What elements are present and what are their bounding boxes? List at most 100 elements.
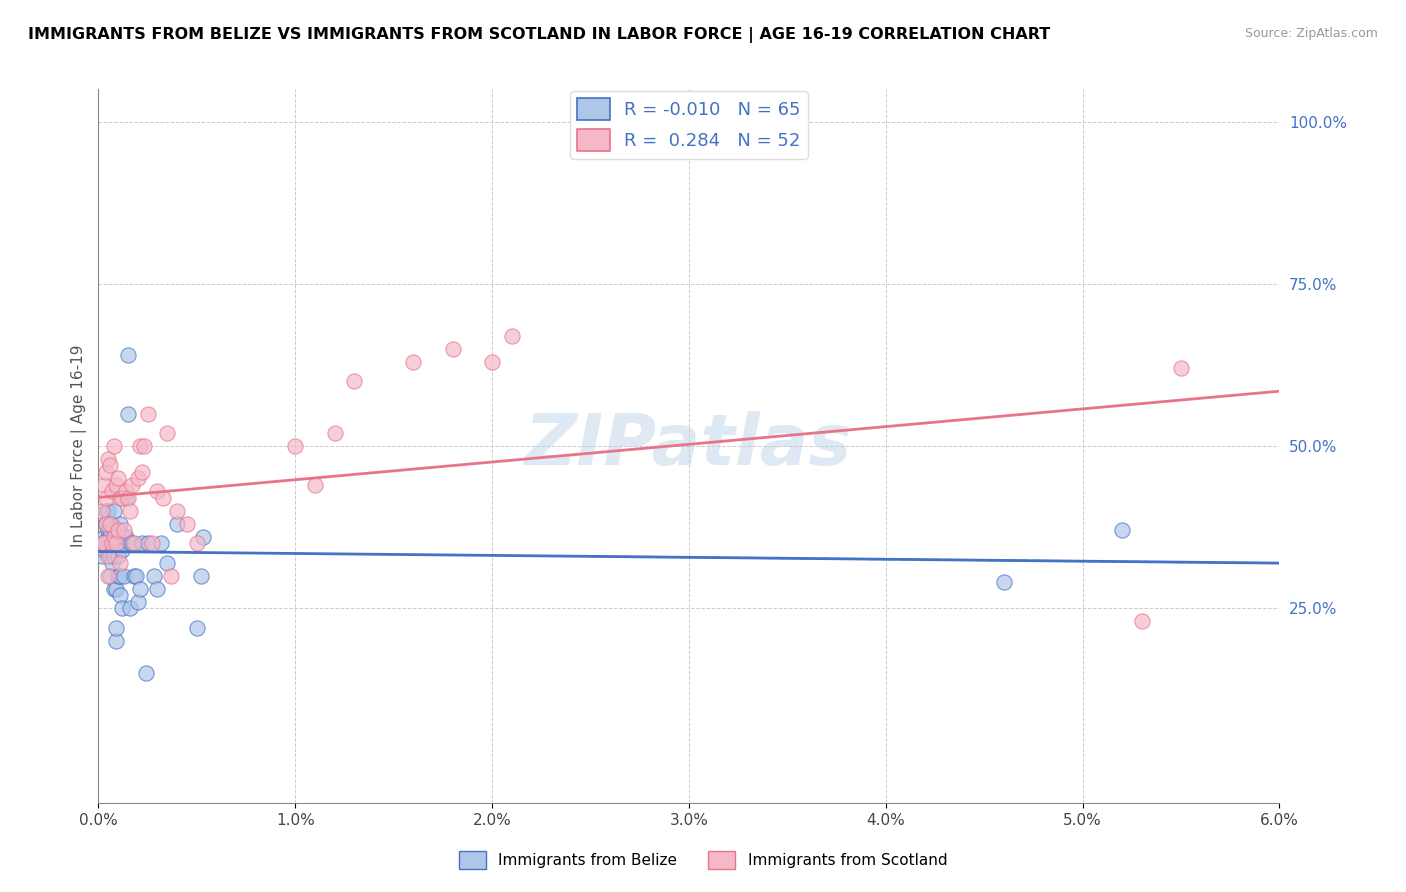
Point: [91, 549, 114, 564]
Point: [112, 530, 135, 544]
Point: [98, 530, 121, 544]
Point: [96, 504, 118, 518]
Point: [103, 582, 125, 596]
Point: [146, 484, 169, 499]
Point: [91, 536, 114, 550]
Point: [97, 504, 120, 518]
Point: [191, 530, 214, 544]
Point: [1130, 614, 1153, 628]
Point: [166, 504, 188, 518]
Point: [118, 536, 141, 550]
Point: [98, 568, 121, 582]
Point: [103, 530, 125, 544]
Point: [343, 374, 366, 388]
Point: [132, 439, 155, 453]
Point: [111, 542, 134, 557]
Point: [284, 439, 307, 453]
Legend: R = -0.010   N = 65, R =  0.284   N = 52: R = -0.010 N = 65, R = 0.284 N = 52: [569, 91, 808, 159]
Point: [122, 568, 145, 582]
Point: [96, 516, 118, 531]
Point: [103, 549, 125, 564]
Point: [108, 588, 131, 602]
Point: [97, 452, 120, 467]
Point: [97, 530, 120, 544]
Point: [97, 536, 120, 550]
Point: [103, 504, 125, 518]
Text: Source: ZipAtlas.com: Source: ZipAtlas.com: [1244, 27, 1378, 40]
Point: [481, 354, 503, 368]
Point: [115, 484, 138, 499]
Point: [128, 439, 150, 453]
Point: [101, 556, 124, 570]
Point: [98, 516, 121, 531]
Point: [108, 556, 131, 570]
Point: [122, 536, 145, 550]
Point: [115, 491, 138, 505]
Point: [101, 536, 124, 550]
Point: [117, 407, 139, 421]
Point: [131, 465, 153, 479]
Point: [127, 595, 149, 609]
Point: [160, 568, 183, 582]
Point: [103, 536, 125, 550]
Point: [152, 491, 174, 505]
Point: [127, 471, 149, 485]
Point: [107, 471, 129, 485]
Point: [1111, 524, 1133, 538]
Point: [91, 536, 114, 550]
Point: [117, 491, 139, 505]
Point: [101, 542, 124, 557]
Point: [107, 536, 129, 550]
Point: [108, 516, 131, 531]
Point: [142, 568, 165, 582]
Point: [96, 516, 118, 531]
Point: [111, 491, 134, 505]
Point: [186, 536, 208, 550]
Point: [402, 354, 425, 368]
Text: ZIPatlas: ZIPatlas: [526, 411, 852, 481]
Point: [141, 536, 163, 550]
Point: [93, 478, 115, 492]
Point: [93, 530, 115, 544]
Point: [111, 601, 134, 615]
Point: [125, 568, 148, 582]
Point: [156, 425, 179, 440]
Point: [136, 536, 159, 550]
Point: [96, 491, 118, 505]
Point: [97, 568, 120, 582]
Point: [115, 530, 138, 544]
Point: [136, 407, 159, 421]
Point: [93, 542, 115, 557]
Point: [105, 633, 128, 648]
Point: [97, 549, 120, 564]
Point: [156, 556, 179, 570]
Point: [112, 524, 135, 538]
Point: [190, 568, 212, 582]
Point: [105, 478, 128, 492]
Point: [112, 568, 135, 582]
Text: IMMIGRANTS FROM BELIZE VS IMMIGRANTS FROM SCOTLAND IN LABOR FORCE | AGE 16-19 CO: IMMIGRANTS FROM BELIZE VS IMMIGRANTS FRO…: [28, 27, 1050, 43]
Point: [98, 458, 121, 473]
Point: [107, 568, 129, 582]
Point: [131, 536, 153, 550]
Point: [101, 484, 124, 499]
Point: [993, 575, 1015, 590]
Point: [150, 536, 173, 550]
Point: [103, 524, 125, 538]
Point: [166, 516, 188, 531]
Point: [121, 478, 143, 492]
Point: [98, 536, 121, 550]
Point: [101, 516, 124, 531]
Y-axis label: In Labor Force | Age 16-19: In Labor Force | Age 16-19: [72, 344, 87, 548]
Point: [107, 549, 129, 564]
Point: [93, 536, 115, 550]
Point: [108, 568, 131, 582]
Point: [105, 582, 128, 596]
Point: [128, 582, 150, 596]
Point: [97, 542, 120, 557]
Point: [441, 342, 464, 356]
Point: [93, 536, 115, 550]
Point: [176, 516, 198, 531]
Point: [105, 621, 128, 635]
Point: [107, 524, 129, 538]
